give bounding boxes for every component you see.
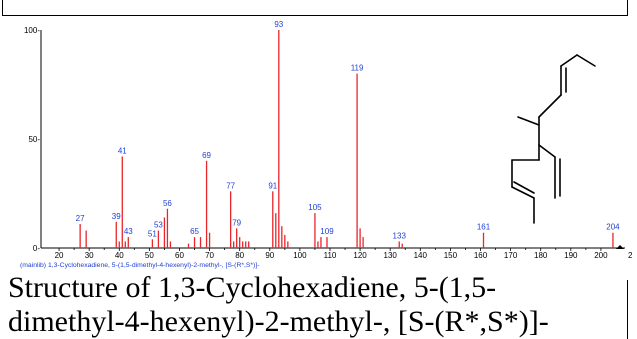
structure-caption: Structure of 1,3-Cyclohexadiene, 5-(1,5-… bbox=[8, 271, 628, 339]
x-tick-label: 70 bbox=[205, 251, 214, 260]
molecule-structure-drawing bbox=[511, 54, 596, 224]
x-tick-label: 110 bbox=[324, 251, 337, 260]
peak-label: 91 bbox=[268, 181, 277, 190]
peak-label: 109 bbox=[320, 227, 334, 236]
x-tick-label: 180 bbox=[534, 251, 548, 260]
edge-tick-label: 2 bbox=[628, 251, 633, 260]
peak-label: 119 bbox=[351, 64, 364, 73]
peak-label: 39 bbox=[112, 212, 121, 221]
peak-label: 65 bbox=[190, 227, 199, 236]
peak-label: 69 bbox=[202, 151, 211, 160]
x-tick-label: 80 bbox=[235, 251, 244, 260]
x-tick-label: 170 bbox=[504, 251, 518, 260]
x-tick-label: 150 bbox=[444, 251, 458, 260]
peak-label: 105 bbox=[308, 203, 322, 212]
caption-line-1: Structure of 1,3-Cyclohexadiene, 5-(1,5- bbox=[8, 271, 497, 304]
caption-line-2: dimethyl-4-hexenyl)-2-methyl-, [S-(R*,S*… bbox=[8, 305, 549, 338]
frame-bottom-edge bbox=[2, 15, 628, 16]
peak-label: 204 bbox=[606, 223, 620, 232]
x-ticks-group: 20 30 40 50 60 70 80 90 100 110 120 130 140 150 160 170… bbox=[55, 248, 608, 260]
x-tick-label: 120 bbox=[353, 251, 367, 260]
peak-label: 161 bbox=[477, 223, 491, 232]
library-footer: (mainlib) 1,3-Cyclohexadiene, 5-(1,5-dim… bbox=[20, 262, 259, 269]
top-frame bbox=[0, 0, 637, 16]
y-tick-label: 100- bbox=[24, 26, 40, 35]
x-tick-label: 90 bbox=[265, 251, 274, 260]
x-tick-label: 100 bbox=[293, 251, 307, 260]
x-tick-label: 20 bbox=[55, 251, 64, 260]
x-tick-label: 30 bbox=[85, 251, 94, 260]
peak-label: 43 bbox=[124, 227, 133, 236]
y-tick-label: 50- bbox=[28, 135, 40, 144]
x-tick-label: 160 bbox=[474, 251, 488, 260]
peak-label: 77 bbox=[226, 181, 235, 190]
x-tick-label: 40 bbox=[115, 251, 124, 260]
x-tick-label: 200 bbox=[594, 251, 608, 260]
peak-label: 51 bbox=[148, 229, 157, 238]
y-tick-label: 0- bbox=[33, 244, 40, 253]
peak-label: 79 bbox=[232, 218, 241, 227]
mass-spectrum-chart: 0- 50- 100- 20 30 40 50 60 70 80 90 100 110 120 130 14… bbox=[20, 20, 633, 269]
y-ticks-group: 0- 50- 100- bbox=[24, 26, 40, 253]
x-tick-label: 130 bbox=[384, 251, 398, 260]
peak-label: 53 bbox=[154, 221, 163, 230]
x-tick-label: 60 bbox=[175, 251, 184, 260]
frame-left-edge bbox=[2, 0, 3, 16]
peak-label: 56 bbox=[163, 199, 172, 208]
end-marker-icon bbox=[616, 245, 624, 249]
peak-label: 93 bbox=[274, 20, 283, 29]
peak-label: 27 bbox=[76, 214, 85, 223]
peaks-group bbox=[79, 30, 614, 248]
x-tick-label: 190 bbox=[564, 251, 578, 260]
peak-label: 133 bbox=[393, 231, 407, 240]
peak-label: 41 bbox=[118, 146, 127, 155]
frame-right-edge bbox=[627, 0, 628, 16]
caption-right-rule bbox=[627, 280, 628, 339]
x-tick-label: 140 bbox=[414, 251, 428, 260]
x-tick-label: 50 bbox=[145, 251, 154, 260]
axes-group bbox=[40, 30, 625, 249]
